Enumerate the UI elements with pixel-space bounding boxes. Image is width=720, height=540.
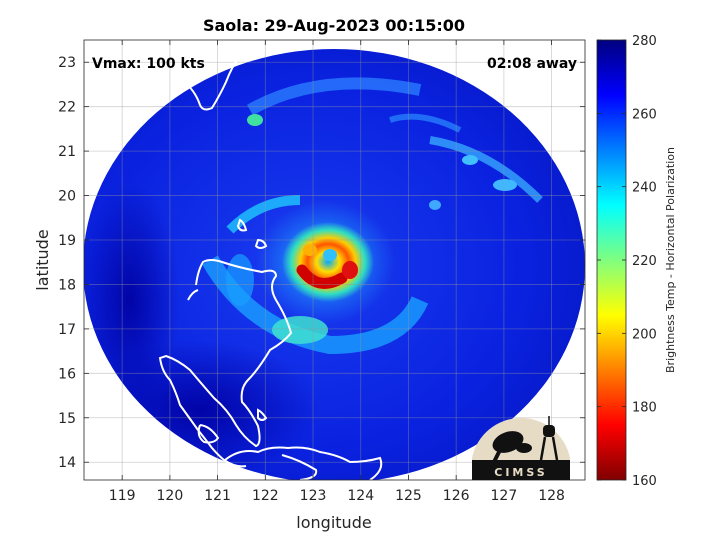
y-tick-label: 19: [58, 233, 76, 249]
x-tick-label: 128: [538, 488, 565, 504]
y-tick-label: 18: [58, 277, 76, 293]
time-away-annotation: 02:08 away: [487, 56, 577, 72]
y-tick-label: 22: [58, 100, 76, 116]
colorbar-tick-label: 280: [632, 34, 657, 49]
y-tick-label: 14: [58, 455, 76, 471]
colorbar-tick-label: 200: [632, 327, 657, 342]
y-axis-label: latitude: [33, 229, 52, 290]
colorbar-tick-label: 240: [632, 181, 657, 196]
cimss-logo: CIMSS: [472, 416, 570, 480]
x-tick-label: 127: [491, 488, 518, 504]
y-tick-label: 15: [58, 411, 76, 427]
axes-frame: [83, 39, 586, 481]
x-tick-labels: 119 120 121 122 123 124 125 126 127 128: [109, 488, 565, 504]
coastline: [158, 55, 383, 480]
colorbar-tick-label: 220: [632, 254, 657, 269]
y-tick-labels: 14 15 16 17 18 19 20 21 22 23: [58, 55, 76, 471]
y-tick-label: 23: [58, 55, 76, 71]
x-tick-label: 121: [204, 488, 231, 504]
colorbar-tick-label: 180: [632, 401, 657, 416]
colorbar-tick-label: 260: [632, 107, 657, 122]
tick-marks: [84, 40, 585, 480]
y-tick-label: 20: [58, 189, 76, 205]
x-tick-label: 120: [157, 488, 184, 504]
colorbar: [597, 40, 626, 480]
colorbar-ticks: 160 180 200 220 240 260 280: [597, 34, 657, 489]
logo-text: CIMSS: [494, 466, 547, 479]
colorbar-label: Brightness Temp - Horizontal Polarizatio…: [664, 147, 677, 373]
x-tick-label: 122: [252, 488, 279, 504]
y-tick-label: 21: [58, 144, 76, 160]
brightness-temperature-swath: [84, 49, 585, 480]
x-tick-label: 126: [443, 488, 470, 504]
grid-lines: [84, 40, 585, 480]
x-tick-label: 125: [395, 488, 422, 504]
x-tick-label: 123: [300, 488, 327, 504]
y-tick-label: 17: [58, 322, 76, 338]
x-tick-label: 124: [347, 488, 374, 504]
vmax-annotation: Vmax: 100 kts: [92, 56, 205, 72]
colorbar-tick-label: 160: [632, 474, 657, 489]
x-axis-label: longitude: [296, 513, 371, 532]
figure-title: Saola: 29-Aug-2023 00:15:00: [203, 16, 465, 35]
x-tick-label: 119: [109, 488, 136, 504]
y-tick-label: 16: [58, 366, 76, 382]
